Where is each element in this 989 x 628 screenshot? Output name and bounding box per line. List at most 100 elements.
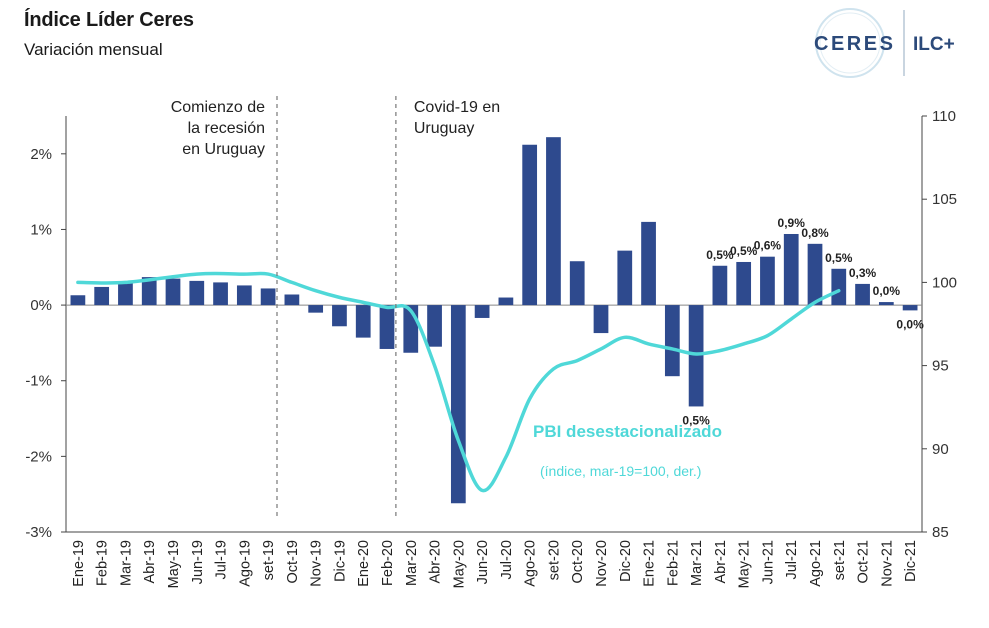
bar-data-label: 0,3% — [849, 266, 877, 280]
x-tick-label: Feb-21 — [665, 540, 681, 586]
annotations: Comienzo de la recesión en Uruguay Covid-19… — [171, 96, 500, 520]
x-tick-label: Jun-19 — [190, 540, 206, 584]
x-tick-label: Mar-20 — [404, 540, 420, 586]
bar — [165, 278, 181, 306]
y-right-tick-label: 105 — [932, 191, 957, 208]
logo-brand-text: CERES — [814, 33, 895, 55]
event-annotation-text: Uruguay — [414, 120, 474, 137]
x-tick-label: Jun-21 — [760, 540, 776, 584]
y-right-tick-label: 85 — [932, 524, 949, 541]
bar — [807, 243, 823, 306]
x-tick-label: Ene-21 — [642, 540, 658, 587]
y-left-tick-label: -2% — [25, 448, 52, 465]
bar — [379, 305, 395, 349]
bar — [736, 261, 752, 306]
bar — [878, 302, 894, 306]
bar — [260, 288, 276, 306]
x-tick-label: Abr-21 — [713, 540, 729, 584]
ceres-logo: CERES ILC+ — [814, 8, 955, 78]
bar-data-label: 0,8% — [801, 226, 829, 240]
bar — [522, 144, 538, 306]
bar — [213, 282, 228, 306]
bar — [760, 256, 775, 306]
y-right-tick-label: 110 — [932, 108, 956, 125]
chart-subtitle: Variación mensual — [24, 40, 163, 59]
logo-partner-text: ILC+ — [913, 34, 955, 55]
x-tick-label: set-19 — [261, 540, 277, 580]
x-tick-label: May-21 — [737, 540, 753, 588]
x-tick-label: Ago-19 — [237, 540, 253, 587]
bar-data-label: 0,0% — [896, 317, 924, 331]
y-right-tick-label: 95 — [932, 358, 949, 375]
bar — [189, 280, 205, 306]
line-series-label: PBI desestacionalizado — [533, 422, 722, 441]
x-tick-label: Oct-19 — [285, 540, 301, 584]
bar — [641, 221, 656, 306]
x-tick-label: May-20 — [451, 540, 467, 588]
x-tick-label: Dic-19 — [332, 540, 348, 582]
bar-data-label: 0,5% — [825, 251, 853, 265]
line-series-note: (índice, mar-19=100, der.) — [540, 463, 701, 479]
x-tick-label: Nov-20 — [594, 540, 610, 587]
bar — [593, 305, 609, 334]
chart-axes: -3% -2% -1% 0% 1% 2% 85 90 95 100 105 110 Ene-19 Feb-… — [25, 108, 957, 588]
bar — [546, 137, 561, 306]
x-tick-label: Oct-20 — [570, 540, 586, 584]
x-tick-label: Ene-19 — [71, 540, 87, 587]
bar — [474, 305, 490, 318]
x-tick-label: May-19 — [166, 540, 182, 588]
bar — [427, 305, 442, 347]
event-annotation-text: la recesión — [188, 120, 265, 137]
x-tick-label: set-21 — [832, 540, 848, 580]
chart-title: Índice Líder Ceres — [24, 9, 194, 31]
x-tick-label: Mar-21 — [689, 540, 705, 586]
x-tick-label: Jun-20 — [475, 540, 491, 584]
bar — [70, 295, 86, 306]
data-labels: 0,5%0,5%0,5%0,6%0,9%0,8%0,5%0,3%0,0%0,0% — [682, 216, 924, 427]
bar — [284, 294, 300, 306]
bar — [569, 261, 585, 306]
bar — [355, 305, 371, 338]
bar-data-label: 0,5% — [706, 248, 734, 262]
logo-ring-icon — [815, 8, 885, 78]
y-left-tick-label: -3% — [25, 524, 52, 541]
event-annotation-text: Covid-19 en — [414, 99, 500, 116]
x-tick-label: Feb-19 — [95, 540, 111, 586]
bar — [332, 305, 347, 327]
y-right-tick-label: 90 — [932, 441, 949, 458]
x-tick-label: Jul-20 — [499, 540, 515, 580]
x-tick-label: set-20 — [546, 540, 562, 580]
bar-data-label: 0,9% — [778, 216, 806, 230]
bar — [664, 305, 680, 377]
event-annotation-text: Comienzo de — [171, 99, 265, 116]
bar — [688, 305, 704, 407]
x-tick-label: Ene-20 — [356, 540, 372, 587]
y-left-tick-label: 2% — [30, 146, 52, 163]
bar — [855, 283, 870, 306]
y-left-tick-label: -1% — [25, 373, 52, 390]
bar — [617, 250, 633, 306]
bar-data-label: 0,6% — [754, 239, 782, 253]
bar — [141, 277, 157, 306]
bar — [308, 305, 324, 313]
y-left-tick-label: 1% — [30, 221, 52, 238]
x-tick-label: Mar-19 — [118, 540, 134, 586]
event-annotation-text: en Uruguay — [182, 141, 265, 158]
x-tick-label: Nov-21 — [879, 540, 895, 587]
x-tick-label: Dic-21 — [903, 540, 919, 582]
bar — [831, 268, 847, 306]
x-tick-label: Jul-19 — [214, 540, 230, 580]
bar — [450, 305, 466, 504]
x-tick-label: Oct-21 — [856, 540, 872, 584]
bar — [712, 265, 728, 306]
x-tick-label: Jul-21 — [784, 540, 800, 580]
bar — [498, 297, 514, 306]
y-right-tick-label: 100 — [932, 274, 957, 291]
bar — [783, 233, 799, 306]
bar-data-label: 0,0% — [873, 284, 901, 298]
bar — [94, 286, 110, 306]
line-series — [76, 271, 841, 493]
bar — [118, 281, 133, 306]
y-left-tick-label: 0% — [30, 297, 52, 314]
